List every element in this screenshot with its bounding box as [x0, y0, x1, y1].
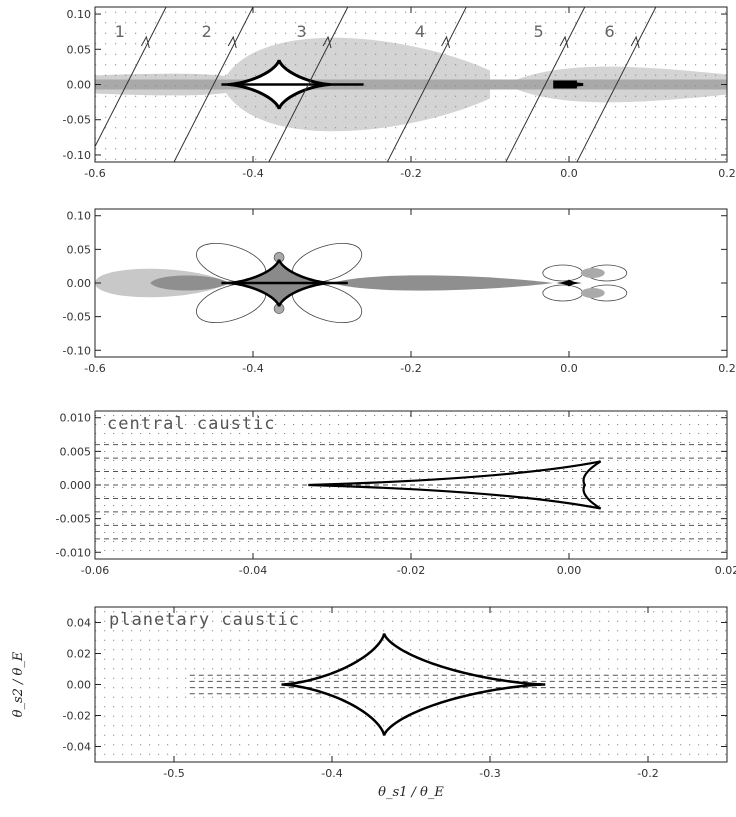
trajectory-label: 6	[605, 22, 615, 41]
y-tick-label: 0.04	[67, 617, 92, 630]
contour-left-core	[150, 275, 230, 291]
y-tick-label: -0.010	[56, 546, 91, 559]
trajectory-arrow	[140, 35, 150, 49]
y-tick-label: 0.10	[67, 210, 92, 223]
x-tick-label: 0.02	[715, 564, 736, 577]
y-tick-label: -0.05	[63, 114, 91, 127]
flow-lines	[95, 444, 727, 540]
trajectory-line	[505, 7, 586, 162]
trajectory-label: 3	[296, 22, 306, 41]
panel-annotation: central caustic	[107, 414, 276, 434]
x-tick-label: -0.6	[84, 167, 105, 180]
trajectory-arrow	[441, 35, 451, 49]
x-tick-label: -0.02	[397, 564, 425, 577]
x-tick-label: 0.0	[560, 362, 578, 375]
x-axis-title: θ_s1 / θ_E	[378, 785, 444, 800]
y-tick-label: -0.005	[56, 513, 91, 526]
x-tick-label: -0.4	[242, 167, 263, 180]
contour-middle-lobe	[332, 275, 554, 291]
y-tick-label: 0.05	[67, 243, 92, 256]
x-tick-label: -0.2	[400, 362, 421, 375]
x-tick-label: -0.04	[239, 564, 267, 577]
y-tick-label: 0.02	[67, 648, 92, 661]
panel-top-magnification-map: 1 2 3 4 5 6 -0.6 -0.4 -0.2 0.0 0.2 0.10 0.05 0.00 -0.0…	[63, 6, 736, 180]
x-tick-label: -0.06	[81, 564, 109, 577]
trajectory-line	[386, 7, 467, 162]
trajectory-arrow	[227, 35, 237, 49]
trajectory-line	[268, 7, 349, 162]
y-tick-label: -0.04	[63, 741, 91, 754]
caustic-central	[554, 279, 584, 287]
contour-central-upper	[580, 268, 605, 278]
y-tick-label: 0.010	[60, 412, 92, 425]
y-axis-title: θ_s2 / θ_E	[11, 651, 26, 717]
panel-annotation: planetary caustic	[109, 610, 300, 630]
x-tick-label: 0.0	[560, 167, 578, 180]
trajectory-arrow	[559, 35, 569, 49]
y-tick-label: 0.05	[67, 43, 92, 56]
x-tick-label: -0.6	[84, 362, 105, 375]
trajectory-line	[576, 7, 657, 162]
x-tick-label: -0.4	[321, 767, 342, 780]
trajectory-label: 1	[115, 22, 125, 41]
y-tick-label: 0.10	[67, 8, 92, 21]
central-caustic-mark	[553, 80, 577, 89]
panel-second-excess-contours: -0.6 -0.4 -0.2 0.0 0.2 0.10 0.05 0.00 -0.05 -0.10	[63, 208, 736, 375]
trajectory-label: 4	[415, 22, 425, 41]
y-tick-label: -0.05	[63, 311, 91, 324]
x-tick-label: -0.2	[400, 167, 421, 180]
dotted-grid	[95, 611, 727, 755]
x-tick-label: 0.00	[557, 564, 582, 577]
trajectory-line	[95, 7, 167, 148]
x-tick-label: 0.2	[718, 167, 736, 180]
trajectory-line	[173, 7, 254, 162]
y-tick-label: 0.00	[67, 79, 92, 92]
y-tick-label: 0.000	[60, 479, 92, 492]
trajectory-label: 5	[533, 22, 543, 41]
y-tick-label: -0.10	[63, 149, 91, 162]
panel-planetary-caustic: planetary caustic -0.5 -0.4 -0.3 -0.2 0.04 0.0…	[11, 606, 728, 800]
x-tick-label: -0.5	[163, 767, 184, 780]
contour-central-lower	[580, 288, 605, 298]
planetary-caustic-curve	[281, 633, 546, 736]
x-tick-label: -0.3	[479, 767, 500, 780]
x-tick-label: -0.2	[637, 767, 658, 780]
y-tick-label: -0.10	[63, 344, 91, 357]
trajectory-arrow	[630, 35, 640, 49]
panel-central-caustic: central caustic -0.06 -0.04 -0.02 0.00 0.02 0.…	[56, 410, 736, 577]
y-tick-label: 0.00	[67, 679, 92, 692]
trajectory-label: 2	[202, 22, 212, 41]
x-tick-label: -0.4	[242, 362, 263, 375]
y-tick-label: 0.00	[67, 277, 92, 290]
y-tick-label: -0.02	[63, 710, 91, 723]
y-tick-label: 0.005	[60, 445, 92, 458]
trajectory-arrow	[322, 35, 332, 49]
excess-band	[95, 79, 727, 90]
x-tick-label: 0.2	[718, 362, 736, 375]
central-caustic-curve	[308, 460, 602, 510]
